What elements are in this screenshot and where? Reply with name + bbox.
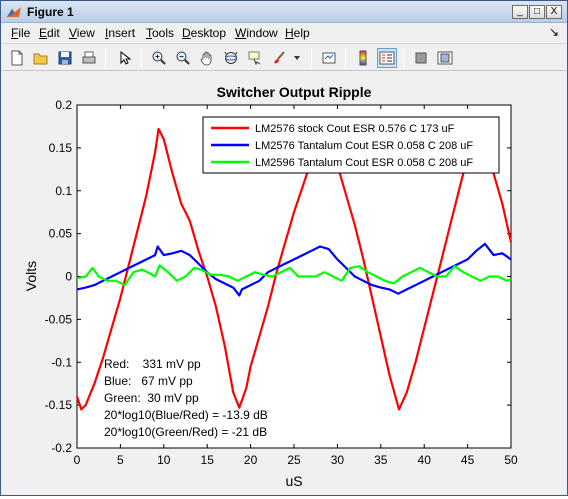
x-tick-label: 0 <box>74 453 81 467</box>
menu-help[interactable]: Help <box>285 26 310 40</box>
menu-bar: File Edit View Insert Tools Desktop Wind… <box>1 23 567 43</box>
x-tick-label: 30 <box>331 453 345 467</box>
hide-plot-tools-icon[interactable] <box>411 48 431 68</box>
new-figure-icon[interactable] <box>7 48 27 68</box>
show-plot-tools-icon[interactable] <box>435 48 455 68</box>
menu-insert[interactable]: Insert <box>105 26 136 40</box>
menu-window[interactable]: Window <box>235 26 278 40</box>
x-tick-label: 25 <box>287 453 301 467</box>
y-tick-label: -0.1 <box>51 355 72 369</box>
figure-toolbar <box>1 43 567 71</box>
menu-view[interactable]: View <box>69 26 95 40</box>
x-axis-label: uS <box>285 473 302 489</box>
legend-entry: LM2596 Tantalum Cout ESR 0.058 C 208 uF <box>255 157 473 169</box>
brush-dropdown-icon[interactable] <box>291 48 303 68</box>
title-bar[interactable]: Figure 1 _ □ X <box>1 1 567 23</box>
figure-canvas: Switcher Output Ripple uS Volts 0 5 10 15 20… <box>2 72 566 494</box>
rotate-3d-icon[interactable] <box>221 48 241 68</box>
close-button[interactable]: X <box>546 5 562 19</box>
window-title: Figure 1 <box>27 5 74 19</box>
x-tick-label: 35 <box>374 453 388 467</box>
annotation-line: Blue: 67 mV pp <box>104 374 193 388</box>
y-tick-label: 0.2 <box>55 98 72 112</box>
zoom-in-icon[interactable] <box>149 48 169 68</box>
x-tick-label: 5 <box>117 453 124 467</box>
minimize-button[interactable]: _ <box>512 5 528 19</box>
y-tick-label: -0.15 <box>45 398 73 412</box>
colorbar-icon[interactable] <box>353 48 373 68</box>
y-axis-label: Volts <box>23 261 39 291</box>
menu-file[interactable]: File <box>11 26 31 40</box>
x-tick-label: 10 <box>157 453 171 467</box>
annotation-line: Red: 331 mV pp <box>104 357 201 371</box>
link-plot-icon[interactable] <box>319 48 339 68</box>
y-tick-label: -0.05 <box>45 312 73 326</box>
x-tick-label: 20 <box>244 453 258 467</box>
y-tick-label: 0.05 <box>49 227 73 241</box>
y-tick-label: 0.1 <box>55 184 72 198</box>
open-file-icon[interactable] <box>31 48 51 68</box>
menu-edit[interactable]: Edit <box>39 26 60 40</box>
legend-entry: LM2576 stock Cout ESR 0.576 C 173 uF <box>255 123 455 135</box>
annotation-line: Green: 30 mV pp <box>104 391 199 405</box>
annotation-line: 20*log10(Blue/Red) = -13.9 dB <box>104 408 268 422</box>
zoom-out-icon[interactable] <box>173 48 193 68</box>
brush-icon[interactable] <box>269 48 289 68</box>
x-tick-label: 50 <box>504 453 518 467</box>
x-tick-label: 45 <box>461 453 475 467</box>
legend-box[interactable] <box>202 116 500 174</box>
dock-arrow-icon[interactable]: ↘ <box>548 25 559 39</box>
save-icon[interactable] <box>55 48 75 68</box>
toolbar-separator <box>105 48 106 68</box>
x-tick-label: 15 <box>201 453 215 467</box>
legend-icon[interactable] <box>377 48 397 68</box>
maximize-button[interactable]: □ <box>529 5 545 19</box>
menu-desktop[interactable]: Desktop <box>182 26 227 40</box>
data-cursor-icon[interactable] <box>245 48 265 68</box>
series-line-0 <box>75 127 513 411</box>
y-tick-label: 0.15 <box>49 141 73 155</box>
x-tick-label: 40 <box>418 453 432 467</box>
matlab-figure-icon <box>7 7 21 17</box>
toolbar-separator <box>311 48 312 68</box>
pointer-icon[interactable] <box>115 48 135 68</box>
chart-title: Switcher Output Ripple <box>217 84 372 100</box>
legend-entry: LM2576 Tantalum Cout ESR 0.058 C 208 uF <box>255 140 473 152</box>
toolbar-separator <box>345 48 346 68</box>
print-icon[interactable] <box>79 48 99 68</box>
pan-hand-icon[interactable] <box>197 48 217 68</box>
line-chart[interactable]: Switcher Output Ripple uS Volts 0 5 10 15 20… <box>2 72 566 494</box>
toolbar-separator <box>141 48 142 68</box>
series-line-2 <box>76 264 512 287</box>
y-tick-label: 0 <box>65 270 72 284</box>
menu-tools[interactable]: Tools <box>146 26 175 40</box>
y-tick-label: -0.2 <box>51 441 72 455</box>
toolbar-separator <box>403 48 404 68</box>
annotation-line: 20*log10(Green/Red) = -21 dB <box>104 425 267 439</box>
